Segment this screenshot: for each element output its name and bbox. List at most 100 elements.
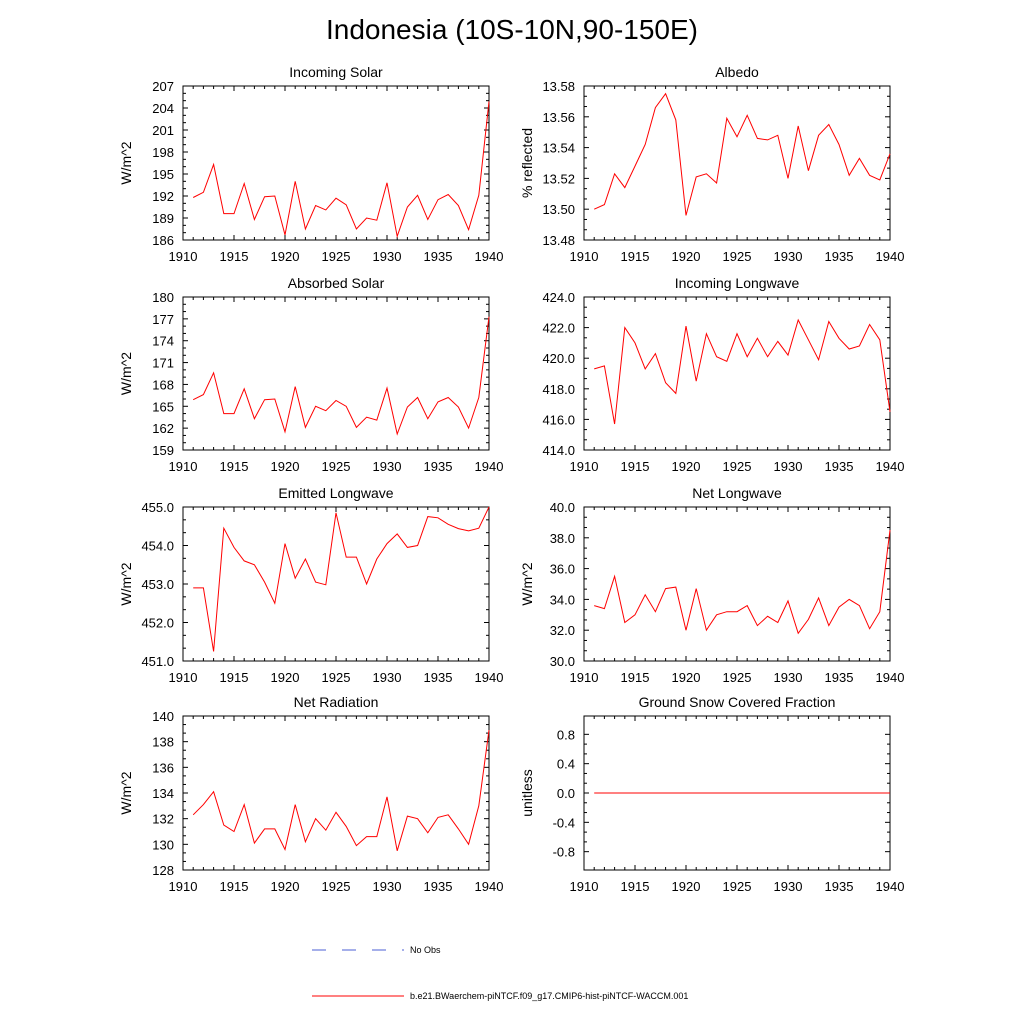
series-line [192, 101, 490, 239]
x-tick-label: 1940 [876, 459, 905, 474]
panel-title: Net Longwave [692, 485, 782, 501]
x-tick-label: 1910 [169, 879, 198, 894]
y-tick-label: 453.0 [141, 577, 174, 592]
x-tick-label: 1920 [672, 249, 701, 264]
x-tick-label: 1940 [475, 249, 504, 264]
plot-frame [182, 296, 490, 451]
x-tick-label: 1935 [825, 670, 854, 685]
y-tick-label: 414.0 [542, 443, 575, 458]
legend-label-model-run: b.e21.BWaerchem-piNTCF.f09_g17.CMIP6-his… [410, 991, 688, 1001]
x-tick-label: 1910 [169, 249, 198, 264]
y-tick-label: 454.0 [141, 539, 174, 554]
y-axis-label: % reflected [519, 128, 535, 198]
panel-title: Ground Snow Covered Fraction [639, 694, 836, 710]
panel-7: Ground Snow Covered Fraction unitless 1910… [519, 694, 904, 894]
y-tick-label: 13.56 [542, 110, 575, 125]
y-tick-label: 36.0 [550, 562, 575, 577]
panel-title: Albedo [715, 64, 759, 80]
panel-2: Absorbed Solar W/m^2 1910 1915 1920 1925 1930 1… [118, 275, 503, 474]
y-tick-label: 0.8 [557, 727, 575, 742]
x-tick-label: 1920 [672, 459, 701, 474]
x-tick-label: 1930 [373, 879, 402, 894]
y-tick-label: 13.48 [542, 233, 575, 248]
y-axis-label: unitless [519, 769, 535, 816]
y-tick-label: 424.0 [542, 290, 575, 305]
panel-3: Incoming Longwave 1910 1915 1920 1925 1930 193… [542, 275, 904, 474]
x-tick-label: 1930 [774, 670, 803, 685]
panel-title: Emitted Longwave [278, 485, 393, 501]
x-tick-label: 1935 [424, 879, 453, 894]
y-tick-label: 138 [152, 735, 174, 750]
legend-label-no-obs: No Obs [410, 945, 441, 955]
plot-frame [182, 85, 490, 241]
x-tick-label: 1940 [475, 879, 504, 894]
x-tick-label: 1925 [322, 879, 351, 894]
y-tick-label: 159 [152, 443, 174, 458]
y-tick-label: 13.52 [542, 171, 575, 186]
x-tick-label: 1920 [271, 249, 300, 264]
panel-5: Net Longwave W/m^2 1910 1915 1920 1925 1930 193… [519, 485, 904, 685]
panel-title: Net Radiation [294, 694, 379, 710]
x-tick-label: 1910 [570, 249, 599, 264]
series-line [594, 530, 891, 635]
x-tick-label: 1920 [271, 459, 300, 474]
y-tick-label: 195 [152, 167, 174, 182]
x-tick-label: 1930 [373, 459, 402, 474]
panel-1: Albedo % reflected 1910 1915 1920 1925 1930 193… [519, 64, 904, 264]
x-tick-label: 1925 [723, 459, 752, 474]
x-tick-label: 1930 [373, 249, 402, 264]
y-axis-label: W/m^2 [118, 352, 134, 395]
x-tick-label: 1935 [424, 670, 453, 685]
x-tick-label: 1910 [570, 670, 599, 685]
y-tick-label: 180 [152, 290, 174, 305]
series-line [593, 92, 891, 216]
y-tick-label: 130 [152, 837, 174, 852]
x-tick-label: 1910 [570, 879, 599, 894]
y-tick-label: 418.0 [542, 382, 575, 397]
y-tick-label: 198 [152, 145, 174, 160]
x-tick-label: 1910 [570, 459, 599, 474]
y-tick-label: 13.58 [542, 79, 575, 94]
x-tick-label: 1935 [825, 249, 854, 264]
y-tick-label: 132 [152, 812, 174, 827]
y-tick-label: 177 [152, 312, 174, 327]
x-tick-label: 1920 [672, 670, 701, 685]
y-tick-label: 201 [152, 123, 174, 138]
chart-panels: Incoming Solar W/m^2 1910 1915 1920 1925 1930 1… [118, 64, 904, 894]
y-axis-label: W/m^2 [118, 562, 134, 605]
y-tick-label: 0.4 [557, 757, 575, 772]
x-tick-label: 1935 [825, 879, 854, 894]
panel-title: Absorbed Solar [288, 275, 385, 291]
x-tick-label: 1935 [424, 249, 453, 264]
y-tick-label: 186 [152, 233, 174, 248]
x-tick-label: 1915 [220, 459, 249, 474]
panel-6: Net Radiation W/m^2 1910 1915 1920 1925 1930 19… [118, 694, 503, 894]
y-tick-label: 34.0 [550, 592, 575, 607]
y-tick-label: 0.0 [557, 786, 575, 801]
panel-title: Incoming Solar [289, 64, 383, 80]
x-tick-label: 1925 [723, 879, 752, 894]
x-tick-label: 1935 [424, 459, 453, 474]
y-tick-label: 168 [152, 377, 174, 392]
y-axis-label: W/m^2 [118, 141, 134, 184]
series-line [193, 506, 490, 652]
x-tick-label: 1925 [723, 670, 752, 685]
x-tick-label: 1940 [475, 459, 504, 474]
y-tick-label: 207 [152, 79, 174, 94]
panel-title: Incoming Longwave [675, 275, 800, 291]
y-tick-label: 189 [152, 211, 174, 226]
x-tick-label: 1930 [373, 670, 402, 685]
y-tick-label: 174 [152, 334, 174, 349]
y-tick-label: -0.8 [553, 845, 575, 860]
x-tick-label: 1920 [672, 879, 701, 894]
y-tick-label: 416.0 [542, 412, 575, 427]
x-tick-label: 1920 [271, 670, 300, 685]
x-tick-label: 1915 [621, 249, 650, 264]
x-tick-label: 1930 [774, 879, 803, 894]
x-tick-label: 1925 [322, 459, 351, 474]
y-tick-label: 422.0 [542, 321, 575, 336]
series-line [192, 730, 490, 851]
y-tick-label: 134 [152, 786, 174, 801]
y-tick-label: 38.0 [550, 531, 575, 546]
